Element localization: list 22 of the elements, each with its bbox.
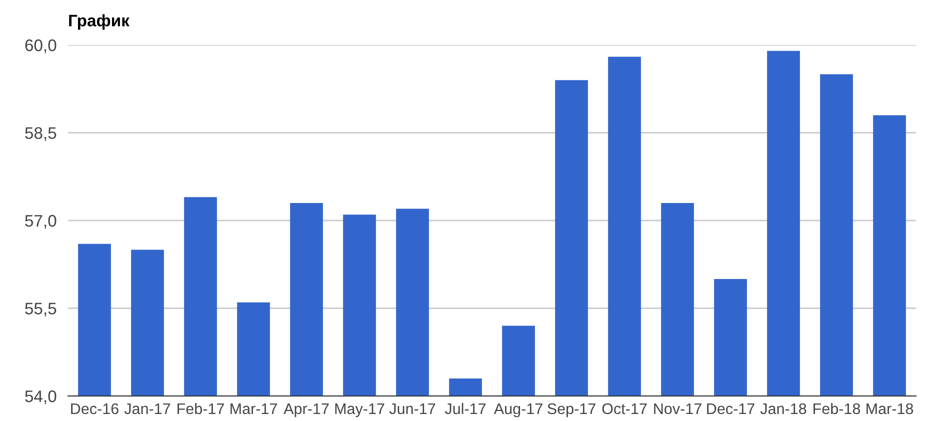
x-tick-label: Jul-17 bbox=[444, 402, 486, 414]
x-tick-label: Dec-17 bbox=[707, 404, 754, 414]
x-tick-label: Jun-17 bbox=[389, 404, 436, 414]
x-tick-label: Sep-17 bbox=[548, 403, 596, 418]
x-tick-label: Nov-17 bbox=[654, 404, 702, 414]
x-tick-label: Feb-18 bbox=[814, 402, 860, 414]
y-tick-label: 55,5 bbox=[25, 302, 56, 316]
x-tick-label: Mar-17 bbox=[230, 404, 277, 414]
x-tick-label: Apr-17 bbox=[284, 404, 329, 418]
x-tick-label: May-17 bbox=[335, 404, 384, 418]
x-tick-label: Aug-17 bbox=[494, 404, 542, 418]
x-tick-label: Jan-17 bbox=[124, 404, 170, 414]
y-tick-label: 58,5 bbox=[25, 127, 56, 141]
x-tick-label: Jan-18 bbox=[760, 403, 806, 414]
y-tick-label: 57,0 bbox=[25, 214, 56, 229]
x-tick-label: Oct-17 bbox=[602, 403, 647, 414]
x-tick-label: Dec-16 bbox=[71, 403, 118, 414]
x-tick-label: Mar-18 bbox=[866, 403, 914, 414]
x-tick-label: Feb-17 bbox=[178, 402, 224, 414]
y-tick-label: 60,0 bbox=[25, 39, 56, 54]
chart-title: График bbox=[69, 14, 130, 30]
y-tick-label: 54,0 bbox=[25, 390, 56, 404]
